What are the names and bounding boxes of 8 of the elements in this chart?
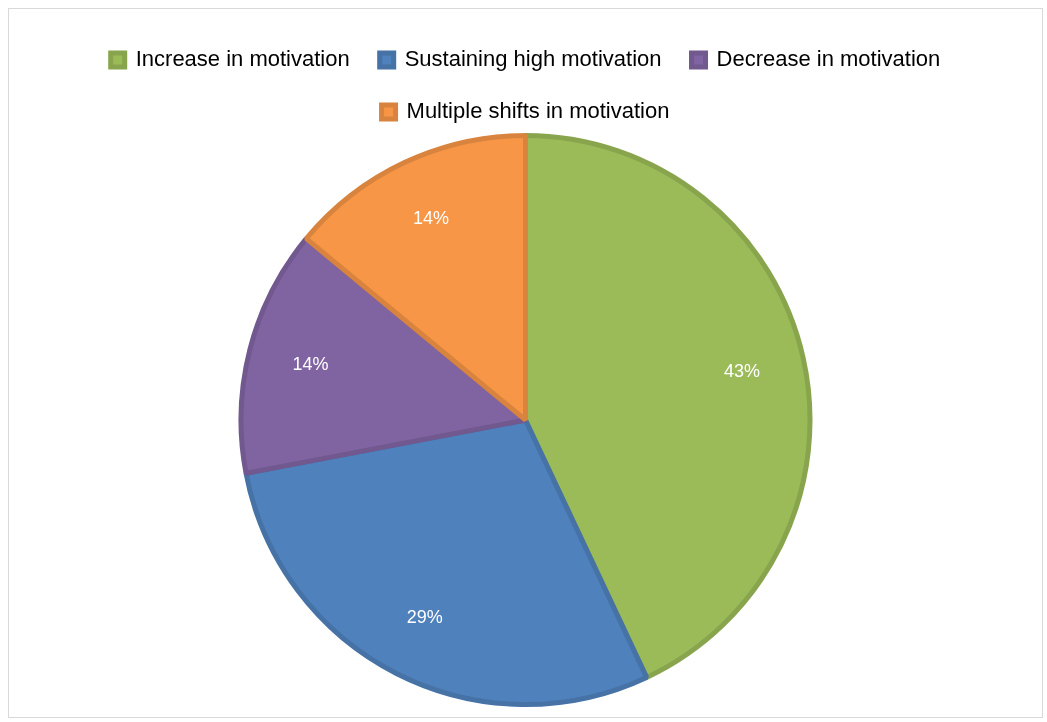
legend-label: Multiple shifts in motivation [406, 98, 670, 124]
legend-label: Sustaining high motivation [404, 46, 662, 72]
data-label: 14% [292, 353, 329, 374]
data-label: 29% [406, 606, 443, 627]
legend-label: Increase in motivation [135, 46, 350, 72]
legend-label: Decrease in motivation [716, 46, 941, 72]
data-label: 14% [413, 208, 450, 229]
data-label: 43% [724, 360, 761, 381]
